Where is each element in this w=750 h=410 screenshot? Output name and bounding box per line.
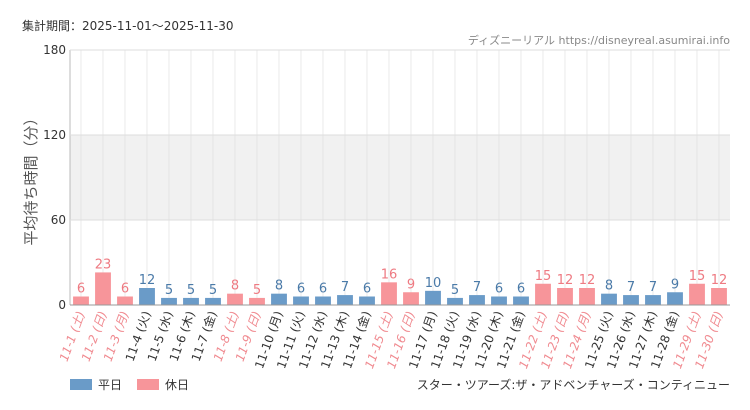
bar-value-label: 7: [341, 280, 349, 295]
bar: [667, 292, 683, 305]
bar: [469, 295, 485, 305]
bar: [139, 288, 155, 305]
grid: [69, 49, 730, 306]
bar: [381, 282, 397, 305]
bar: [249, 297, 265, 305]
x-axis-labels: 11-1 (土)11-2 (日)11-3 (月)11-4 (火)11-5 (水)…: [57, 309, 726, 371]
bar-value-label: 23: [95, 257, 112, 272]
y-tick-label: 60: [51, 213, 66, 227]
bar: [403, 292, 419, 305]
bar-value-label: 9: [407, 277, 415, 292]
bar-value-label: 8: [275, 279, 283, 294]
bar: [73, 296, 89, 305]
y-axis: 0 60 120 180: [43, 43, 66, 312]
bar-value-label: 9: [671, 277, 679, 292]
bar-value-label: 5: [165, 283, 173, 298]
bar: [293, 296, 309, 305]
bar: [557, 288, 573, 305]
bar: [645, 295, 661, 305]
bar-value-label: 6: [517, 282, 525, 297]
bar: [425, 290, 441, 305]
period-label: 集計期間：2025-11-01〜2025-11-30: [22, 18, 233, 33]
bar-value-label: 5: [187, 283, 195, 298]
bar: [271, 293, 287, 305]
bar-value-label: 5: [253, 283, 261, 298]
bar: [579, 288, 595, 305]
legend-swatch-holiday: [137, 379, 159, 390]
bars: [73, 272, 727, 305]
bar-value-label: 12: [557, 273, 574, 288]
bar-value-label: 6: [297, 282, 305, 297]
y-tick-label: 0: [58, 298, 66, 312]
bar-value-label: 12: [711, 273, 728, 288]
bar: [337, 295, 353, 305]
bar: [447, 297, 463, 305]
bar-value-label: 7: [649, 280, 657, 295]
bar-value-label: 16: [381, 267, 398, 282]
bar: [95, 272, 111, 305]
bar: [315, 296, 331, 305]
bar: [227, 293, 243, 305]
y-tick-label: 120: [43, 128, 66, 142]
bar-value-label: 6: [495, 282, 503, 297]
attraction-name: スター・ツアーズ:ザ・アドベンチャーズ・コンティニュー: [417, 377, 730, 392]
bar: [535, 283, 551, 305]
bar-value-label: 6: [121, 282, 129, 297]
bar-value-label: 7: [627, 280, 635, 295]
bar-value-label: 5: [209, 283, 217, 298]
shaded-band: [70, 135, 730, 220]
bar-value-label: 12: [139, 273, 156, 288]
bar: [601, 293, 617, 305]
bar-value-label: 15: [535, 269, 552, 284]
bar-value-label: 7: [473, 280, 481, 295]
site-credit: ディズニーリアル https://disneyreal.asumirai.inf…: [468, 33, 730, 47]
bar-value-label: 6: [77, 282, 85, 297]
bar-value-label: 12: [579, 273, 596, 288]
bar-value-label: 8: [605, 279, 613, 294]
bar: [623, 295, 639, 305]
bar: [161, 297, 177, 305]
bar: [689, 283, 705, 305]
legend-label-holiday: 休日: [165, 378, 189, 392]
bar: [513, 296, 529, 305]
bar: [711, 288, 727, 305]
bar-value-label: 6: [319, 282, 327, 297]
legend-label-weekday: 平日: [98, 378, 122, 392]
bar-value-label: 15: [689, 269, 706, 284]
bar-value-label: 6: [363, 282, 371, 297]
y-axis-label: 平均待ち時間（分）: [22, 110, 40, 245]
bar: [183, 297, 199, 305]
bar: [205, 297, 221, 305]
bar-value-label: 10: [425, 276, 442, 291]
bar: [117, 296, 133, 305]
legend-swatch-weekday: [70, 379, 92, 390]
bar-value-label: 8: [231, 279, 239, 294]
bar-value-label: 5: [451, 283, 459, 298]
bar: [491, 296, 507, 305]
bar: [359, 296, 375, 305]
y-tick-label: 180: [43, 43, 66, 57]
legend: 平日 休日: [70, 378, 189, 392]
